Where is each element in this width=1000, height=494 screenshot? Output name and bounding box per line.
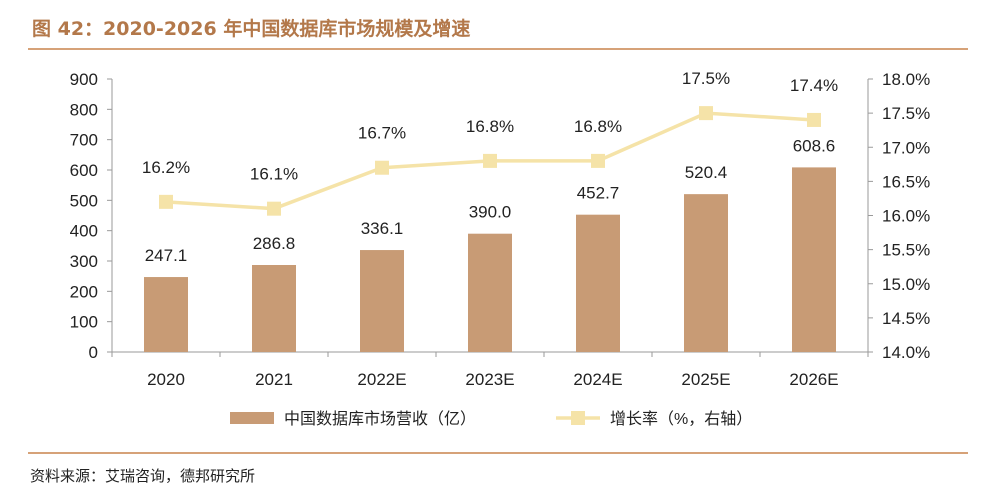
right-tick-label: 17.0% (882, 138, 930, 157)
x-tick-label: 2026E (789, 370, 838, 389)
line-marker (375, 160, 389, 175)
line-value-label: 16.8% (574, 117, 622, 136)
line-marker (591, 153, 605, 168)
bar-value-label: 520.4 (685, 163, 728, 182)
x-tick-label: 2023E (465, 370, 514, 389)
left-tick-label: 300 (70, 252, 98, 271)
bar-value-label: 452.7 (577, 184, 620, 203)
line-marker (159, 194, 173, 209)
line-value-label: 16.7% (358, 124, 406, 143)
right-tick-label: 15.5% (882, 241, 930, 260)
left-tick-label: 900 (70, 70, 98, 89)
bottom-divider (28, 452, 968, 454)
bar-value-label: 608.6 (793, 136, 836, 155)
chart-legend: 中国数据库市场营收（亿） 增长率（%，右轴） (230, 410, 752, 428)
x-tick-label: 2021 (255, 370, 293, 389)
line-value-label: 17.5% (682, 69, 730, 88)
legend-bar-label: 中国数据库市场营收（亿） (284, 410, 476, 428)
bar (684, 194, 728, 352)
legend-line-marker (571, 411, 585, 425)
bar (252, 265, 296, 352)
bar (144, 277, 188, 352)
line-marker (699, 106, 713, 121)
bar-value-label: 336.1 (361, 219, 404, 238)
data-labels: 247.1 286.8 336.1 390.0 452.7 520.4 608.6 16.2%… (142, 69, 838, 265)
right-tick-label: 16.0% (882, 207, 930, 226)
line-marker (807, 112, 821, 127)
left-tick-label: 600 (70, 161, 98, 180)
x-tick-label: 2020 (147, 370, 185, 389)
left-tick-label: 800 (70, 100, 98, 119)
legend-bar-swatch (230, 412, 274, 424)
right-tick-label: 16.5% (882, 172, 930, 191)
bar (792, 167, 836, 352)
right-tick-label: 17.5% (882, 104, 930, 123)
source-note: 资料来源：艾瑞咨询，德邦研究所 (30, 467, 256, 485)
x-tick-label: 2024E (573, 370, 622, 389)
line-value-label: 16.2% (142, 158, 190, 177)
line-value-label: 16.1% (250, 165, 298, 184)
left-tick-label: 500 (70, 191, 98, 210)
line-marker (267, 201, 281, 216)
line-series (159, 106, 821, 216)
right-tick-label: 14.5% (882, 309, 930, 328)
bar-series (144, 167, 836, 352)
chart-axes: 0 100 200 300 400 500 600 700 800 900 14.0% 14.5% 15… (70, 70, 931, 389)
x-tick-label: 2025E (681, 370, 730, 389)
right-tick-label: 14.0% (882, 343, 930, 362)
x-tick-label: 2022E (357, 370, 406, 389)
left-tick-label: 0 (89, 343, 98, 362)
line-value-label: 17.4% (790, 76, 838, 95)
bar (360, 250, 404, 352)
figure-title: 图 42：2020-2026 年中国数据库市场规模及增速 (32, 18, 471, 40)
bar-value-label: 286.8 (253, 234, 296, 253)
bar (468, 233, 512, 352)
legend-line-label: 增长率（%，右轴） (610, 410, 752, 428)
left-tick-label: 100 (70, 313, 98, 332)
line-value-label: 16.8% (466, 117, 514, 136)
top-divider (28, 48, 968, 50)
bar-value-label: 390.0 (469, 203, 512, 222)
left-tick-label: 200 (70, 282, 98, 301)
right-tick-label: 18.0% (882, 70, 930, 89)
left-tick-label: 400 (70, 222, 98, 241)
bar (576, 214, 620, 352)
bar-value-label: 247.1 (145, 246, 188, 265)
right-tick-label: 15.0% (882, 275, 930, 294)
left-tick-label: 700 (70, 131, 98, 150)
line-marker (483, 153, 497, 168)
